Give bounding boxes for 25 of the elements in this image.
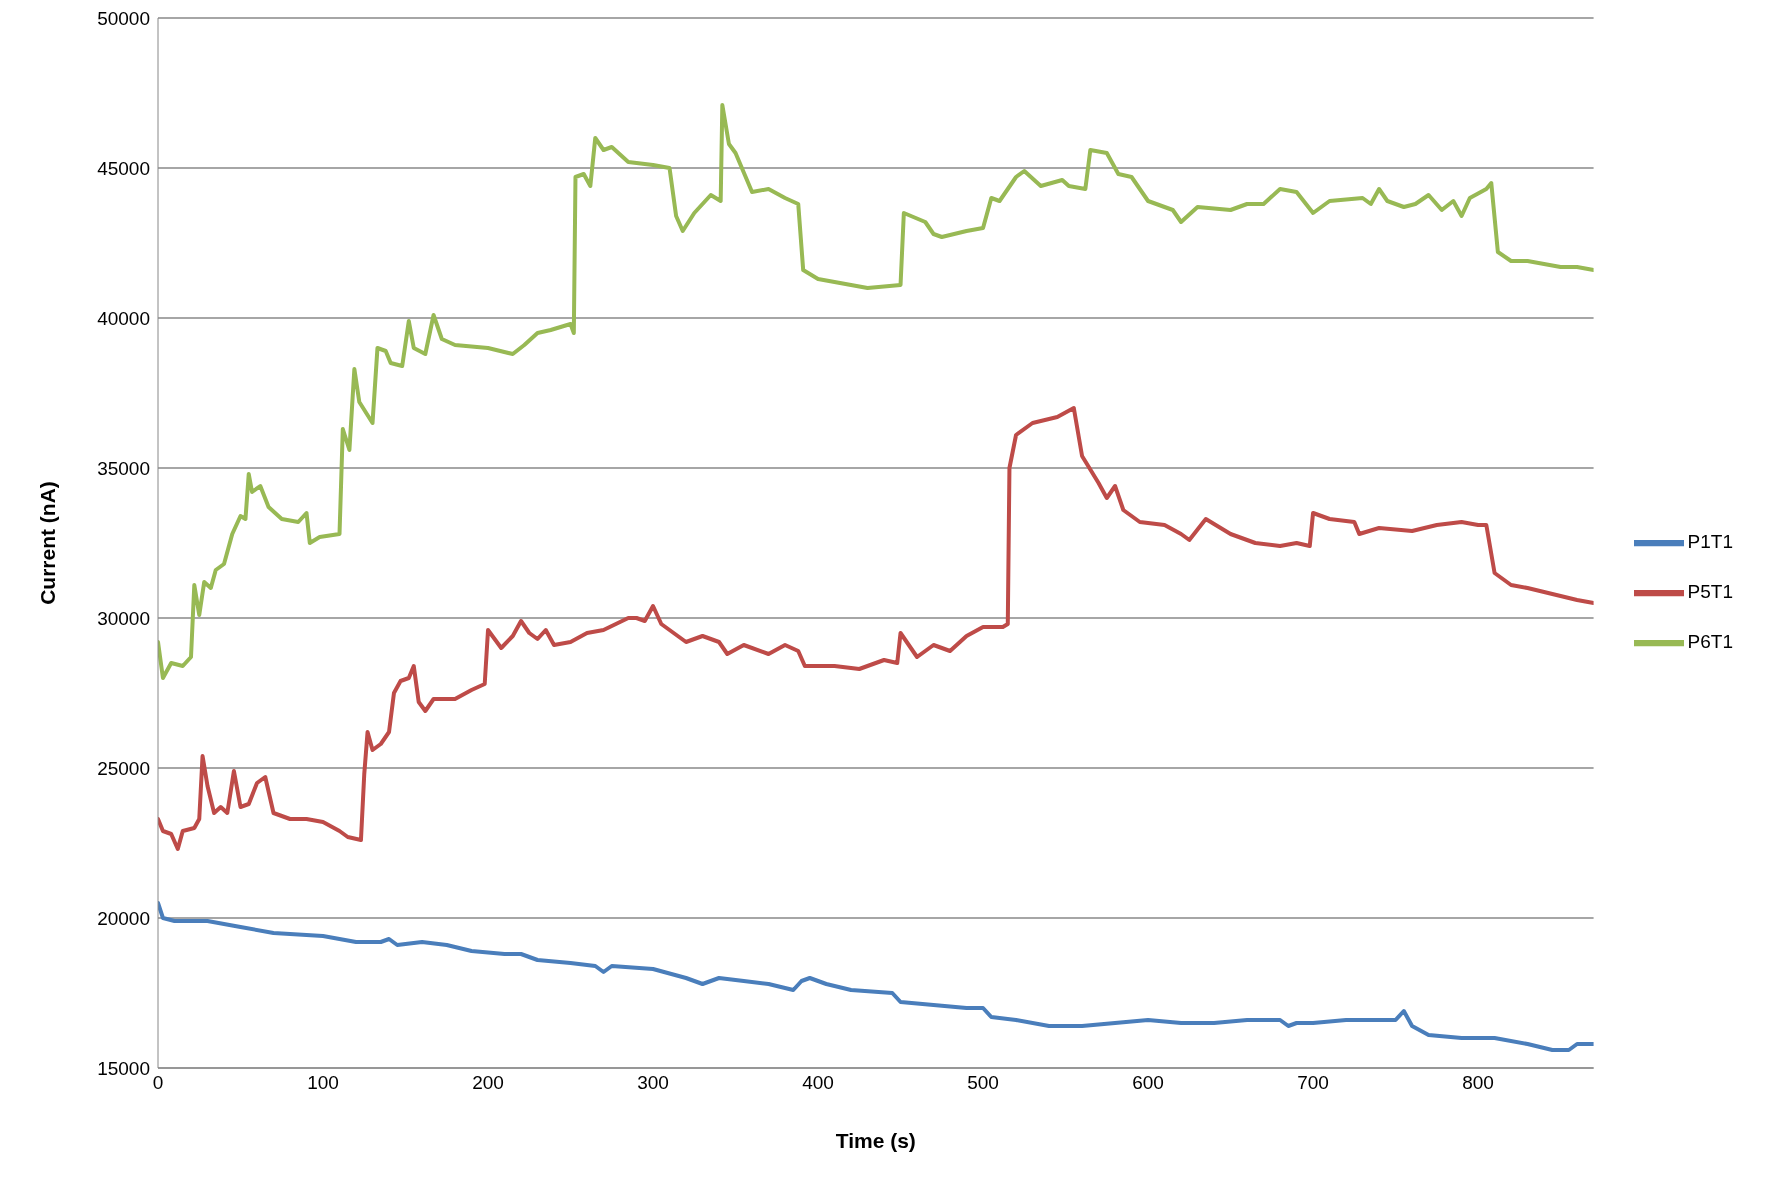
x-tick-label: 500 — [967, 1072, 999, 1094]
x-tick-label: 100 — [307, 1072, 339, 1094]
legend-label: P5T1 — [1687, 581, 1733, 603]
x-tick-label: 0 — [152, 1072, 164, 1094]
x-tick-label: 200 — [472, 1072, 504, 1094]
x-tick-label: 300 — [637, 1072, 669, 1094]
x-tick-label: 800 — [1462, 1072, 1494, 1094]
y-tick-label: 50000 — [97, 7, 150, 29]
y-tick-label: 15000 — [97, 1057, 150, 1079]
x-tick-label: 400 — [802, 1072, 834, 1094]
line-series — [158, 103, 1594, 680]
y-tick-label: 30000 — [97, 607, 150, 629]
x-axis-title: Time (s) — [835, 1129, 916, 1152]
y-axis-title: Current (nA) — [36, 481, 60, 605]
legend-label: P1T1 — [1687, 531, 1733, 553]
x-tick-label: 600 — [1132, 1072, 1164, 1094]
line-series — [158, 901, 1594, 1052]
y-tick-label: 40000 — [97, 307, 150, 329]
y-tick-label: 35000 — [97, 457, 150, 479]
x-tick-label: 700 — [1297, 1072, 1329, 1094]
y-tick-label: 25000 — [97, 757, 150, 779]
line-series — [158, 406, 1594, 851]
y-tick-label: 20000 — [97, 907, 150, 929]
y-tick-label: 45000 — [97, 157, 150, 179]
legend-label: P6T1 — [1687, 631, 1733, 653]
